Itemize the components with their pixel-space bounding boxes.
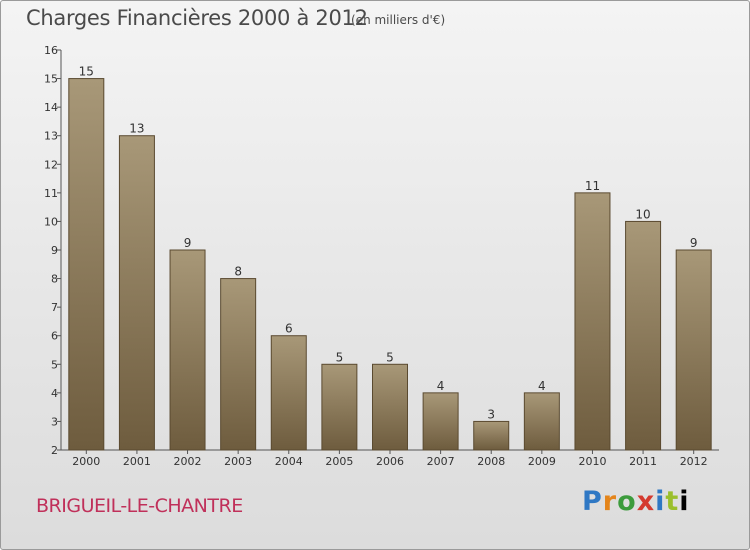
logo-letter: x xyxy=(636,486,656,517)
y-tick-label: 12 xyxy=(44,158,58,171)
logo-letter: o xyxy=(617,486,637,517)
chart-unit: (en milliers d'€) xyxy=(351,13,446,27)
data-label: 10 xyxy=(635,207,650,221)
bar xyxy=(574,192,611,451)
bar xyxy=(675,249,712,451)
y-tick-label: 4 xyxy=(51,387,58,400)
x-tick-label: 2001 xyxy=(123,455,151,468)
logo-letter: i xyxy=(655,486,666,517)
y-tick-label: 15 xyxy=(44,73,58,86)
data-label: 15 xyxy=(79,65,94,79)
bar xyxy=(473,420,510,451)
x-tick-label: 2003 xyxy=(224,455,252,468)
x-tick-label: 2006 xyxy=(376,455,404,468)
bar xyxy=(625,220,662,451)
y-tick-label: 10 xyxy=(44,215,58,228)
y-tick-label: 2 xyxy=(51,444,58,457)
y-tick-label: 16 xyxy=(44,44,58,57)
data-label: 13 xyxy=(129,122,144,136)
y-tick-label: 9 xyxy=(51,244,58,257)
bar xyxy=(422,392,459,451)
data-label: 6 xyxy=(285,322,293,336)
x-tick-label: 2009 xyxy=(528,455,556,468)
logo-letter: t xyxy=(665,486,680,517)
y-tick-label: 7 xyxy=(51,301,58,314)
data-label: 4 xyxy=(538,379,546,393)
commune-name: BRIGUEIL-LE-CHANTRE xyxy=(36,495,243,517)
bar xyxy=(169,249,206,451)
x-tick-label: 2005 xyxy=(325,455,353,468)
data-label: 8 xyxy=(234,265,242,279)
data-label: 11 xyxy=(585,179,600,193)
bar xyxy=(220,278,257,451)
x-tick-label: 2012 xyxy=(680,455,708,468)
y-tick-label: 5 xyxy=(51,358,58,371)
y-tick-label: 14 xyxy=(44,101,58,114)
bar xyxy=(118,135,155,451)
data-label: 3 xyxy=(487,407,495,421)
x-tick-label: 2004 xyxy=(275,455,303,468)
y-tick-label: 3 xyxy=(51,415,58,428)
bar xyxy=(321,363,358,451)
y-tick-label: 6 xyxy=(51,330,58,343)
x-tick-label: 2000 xyxy=(72,455,100,468)
data-label: 5 xyxy=(336,350,344,364)
x-tick-label: 2011 xyxy=(629,455,657,468)
data-label: 4 xyxy=(437,379,445,393)
logo-letter: P xyxy=(582,486,603,517)
x-tick-label: 2007 xyxy=(427,455,455,468)
bar xyxy=(68,78,105,451)
logo-letter: r xyxy=(602,486,618,517)
bar xyxy=(270,335,307,451)
y-tick-label: 11 xyxy=(44,187,58,200)
chart-title: Charges Financières 2000 à 2012 xyxy=(26,6,368,30)
y-tick-label: 13 xyxy=(44,130,58,143)
bar xyxy=(372,363,408,451)
data-label: 9 xyxy=(184,236,192,250)
x-tick-label: 2002 xyxy=(174,455,202,468)
proxiti-logo: Proxiti xyxy=(582,486,690,517)
x-tick-label: 2008 xyxy=(477,455,505,468)
logo-letter: i xyxy=(679,486,690,517)
y-tick-label: 8 xyxy=(51,273,58,286)
bar xyxy=(523,392,560,451)
x-tick-label: 2010 xyxy=(578,455,606,468)
data-label: 9 xyxy=(690,236,698,250)
data-label: 5 xyxy=(386,350,394,364)
